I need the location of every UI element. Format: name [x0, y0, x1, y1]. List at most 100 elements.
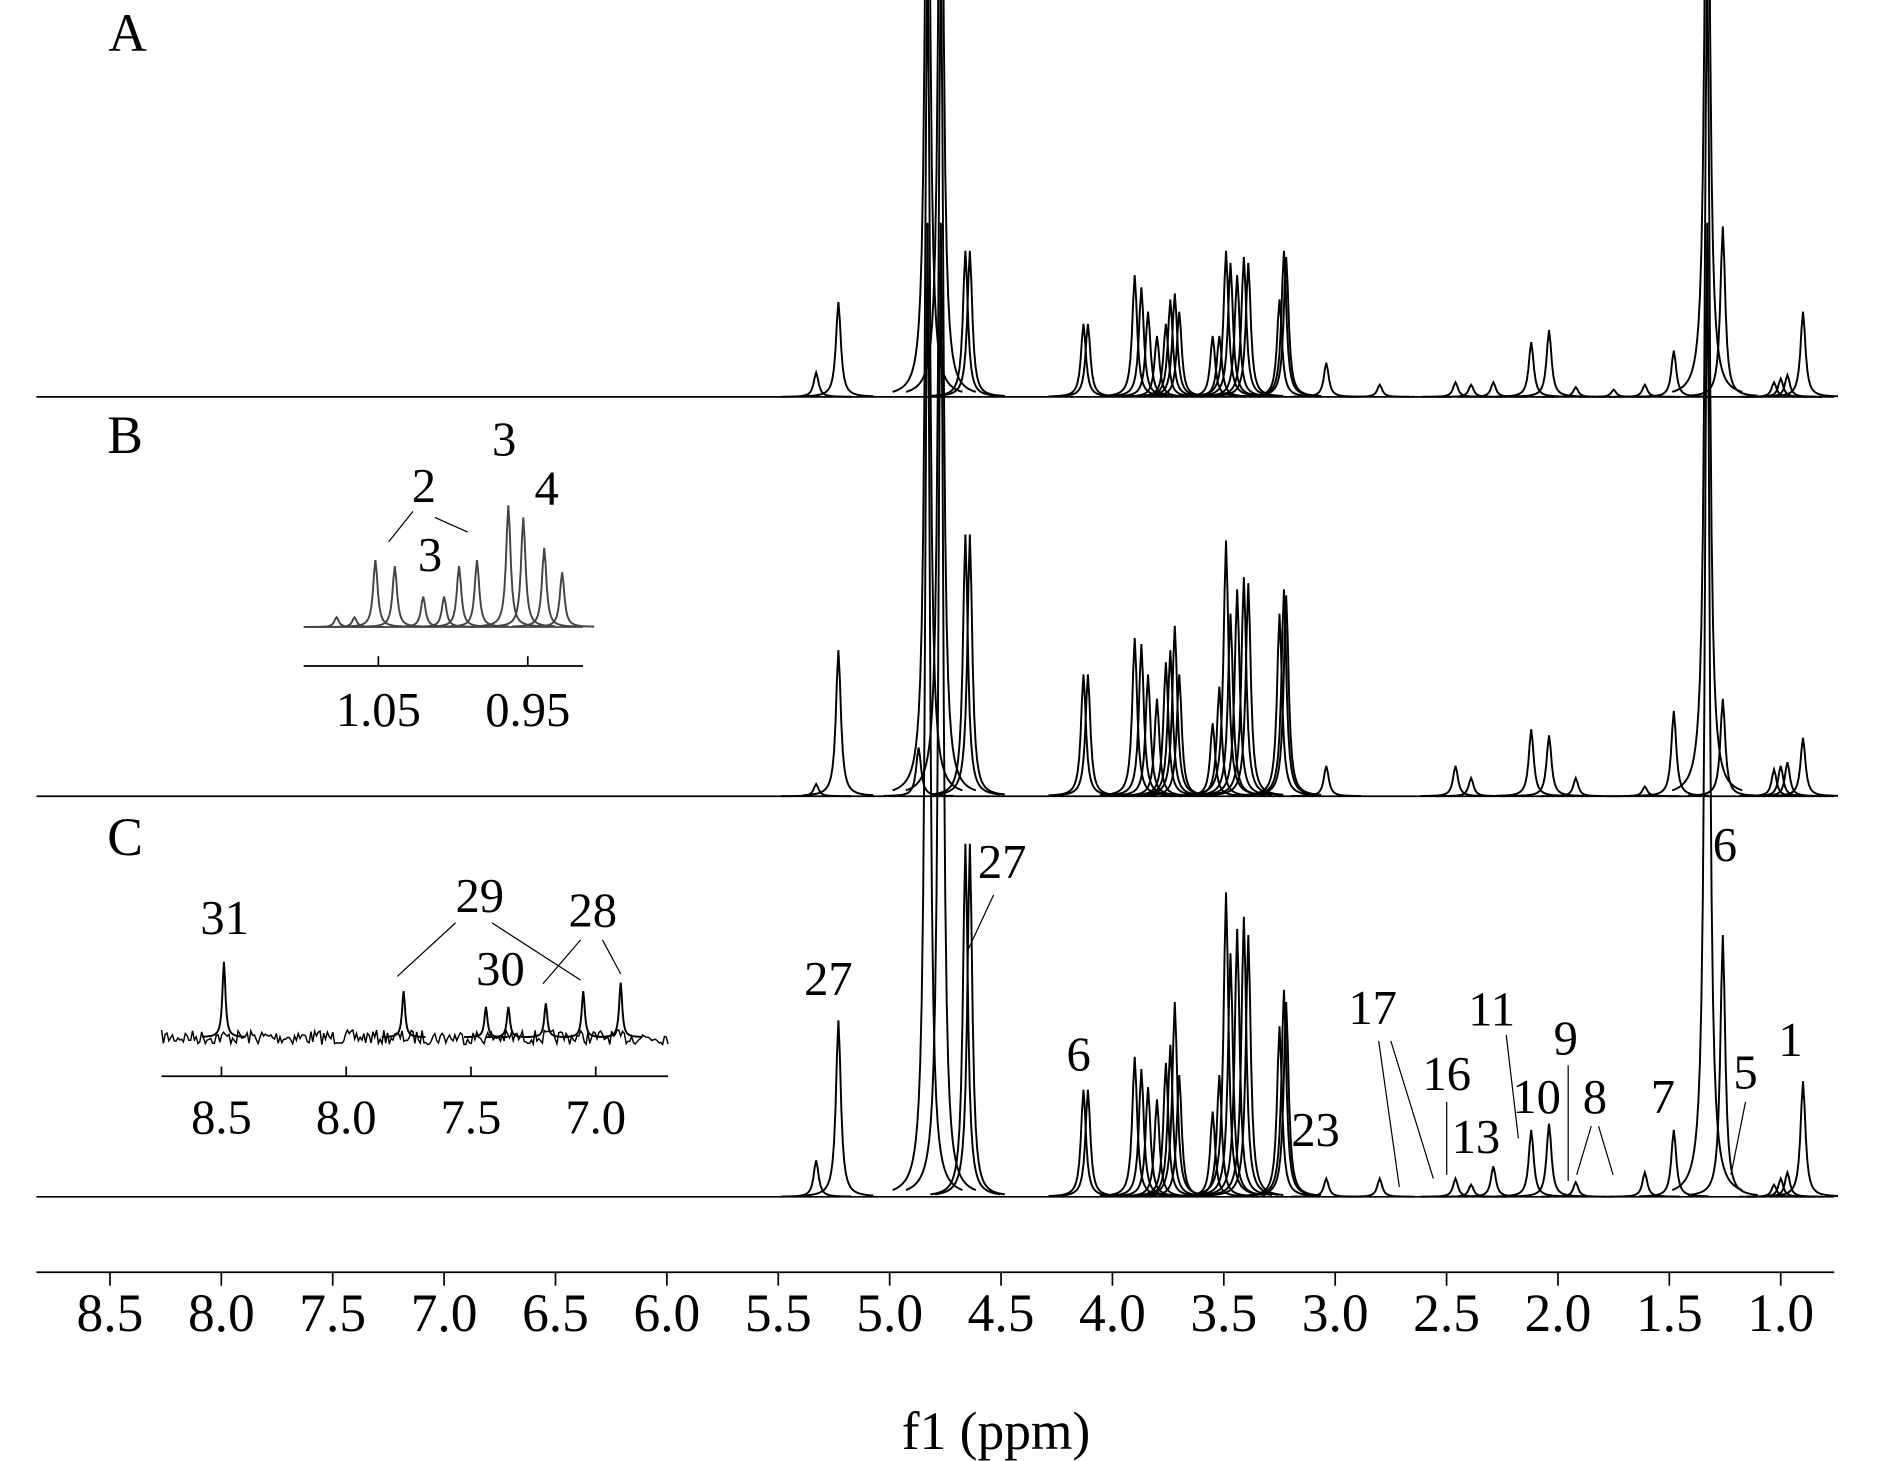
peak: [781, 1160, 852, 1198]
peak: [1609, 1169, 1680, 1198]
peak: [781, 369, 852, 398]
x-tick-label: 7.5: [441, 1091, 502, 1145]
peak: [1540, 775, 1611, 798]
peak: [476, 505, 541, 628]
x-tick-label: 1.05: [336, 683, 421, 737]
peak: [1291, 765, 1362, 798]
peak-annotation: 4: [534, 461, 558, 515]
peak: [1436, 1182, 1507, 1198]
peak: [803, 1020, 874, 1197]
peak-annotation: 3: [418, 528, 442, 582]
panel-label: C: [107, 807, 143, 867]
peak: [412, 596, 477, 628]
peak: [1687, 698, 1758, 797]
x-tick-label: 8.5: [191, 1091, 252, 1145]
peak: [1767, 311, 1839, 398]
peak-annotation: 13: [1452, 1110, 1501, 1164]
peak: [1752, 371, 1823, 398]
peak-annotation: 27: [804, 952, 853, 1006]
leader-line: [396, 922, 456, 977]
peak: [1767, 737, 1839, 797]
peak: [486, 1006, 531, 1039]
x-tick-label: 6.5: [522, 1283, 589, 1343]
leader-line: [542, 939, 582, 985]
x-tick-label: 7.0: [565, 1091, 626, 1145]
peak: [934, 534, 1005, 796]
panel-label: A: [108, 3, 147, 63]
peak-annotation: 11: [1468, 982, 1515, 1036]
peak: [1638, 350, 1709, 398]
peak-annotation: 3: [492, 413, 516, 467]
x-axis-label: f1 (ppm): [902, 1401, 1090, 1461]
peak: [1113, 674, 1184, 797]
peak: [1052, 1089, 1123, 1198]
peak: [1420, 380, 1491, 398]
x-tick-label: 6.0: [633, 1283, 700, 1343]
peak: [1687, 935, 1758, 1196]
peak: [1213, 935, 1284, 1196]
peak: [1752, 1169, 1823, 1198]
peak: [1048, 674, 1119, 797]
peak: [1436, 775, 1507, 798]
peak-annotation: 6: [1713, 818, 1737, 872]
baseline-noise: [160, 1027, 669, 1047]
peak: [803, 301, 874, 398]
peak-annotation: 29: [456, 869, 505, 923]
peak: [1436, 382, 1507, 398]
peak: [1540, 1180, 1611, 1198]
peak: [1251, 595, 1322, 796]
peak: [530, 572, 595, 628]
peak: [1251, 1001, 1322, 1197]
peak: [1048, 1089, 1119, 1198]
peak: [905, 222, 977, 1191]
peak-annotation: 10: [1512, 1070, 1561, 1124]
x-tick-label: 4.5: [968, 1283, 1035, 1343]
peak: [1671, 0, 1743, 393]
x-tick-label: 4.0: [1079, 1283, 1146, 1343]
peak: [322, 615, 387, 628]
x-tick-label: 7.0: [411, 1283, 478, 1343]
x-tick-label: 2.5: [1413, 1283, 1480, 1343]
peak: [1458, 1166, 1529, 1198]
peak: [892, 0, 963, 792]
peak: [1251, 256, 1322, 397]
peak: [381, 990, 426, 1038]
peak: [1344, 382, 1415, 398]
peak: [892, 222, 963, 1191]
peak: [905, 0, 977, 393]
peak: [464, 1006, 508, 1039]
leader-line: [601, 939, 622, 975]
peak-annotation: 8: [1583, 1070, 1607, 1124]
peak: [1213, 583, 1284, 796]
peak: [1052, 323, 1123, 398]
peak: [1195, 953, 1266, 1197]
leader-line: [1390, 1040, 1434, 1179]
peak: [905, 0, 977, 792]
peak-annotation: 9: [1554, 1012, 1578, 1066]
peak: [930, 843, 1001, 1196]
x-tick-label: 5.5: [745, 1283, 812, 1343]
peak: [883, 747, 954, 797]
peak: [561, 990, 606, 1038]
leader-line: [1505, 1034, 1519, 1139]
peak: [1687, 226, 1758, 397]
x-tick-label: 8.0: [316, 1091, 377, 1145]
peak: [1671, 0, 1743, 792]
peak: [1514, 329, 1585, 398]
peak: [1609, 784, 1680, 798]
peak: [930, 534, 1001, 796]
x-tick-label: 7.5: [299, 1283, 366, 1343]
leader-line: [491, 922, 581, 981]
peak-annotation: 16: [1422, 1047, 1471, 1101]
peak: [391, 596, 456, 628]
peak: [1514, 1123, 1585, 1198]
peak: [598, 982, 643, 1038]
peak: [1208, 577, 1279, 796]
peak-annotation: 30: [476, 942, 525, 996]
peak: [1213, 262, 1284, 397]
peak: [1638, 1129, 1709, 1198]
leader-line: [1378, 1040, 1400, 1188]
peak: [781, 782, 852, 798]
leader-line: [388, 510, 414, 543]
